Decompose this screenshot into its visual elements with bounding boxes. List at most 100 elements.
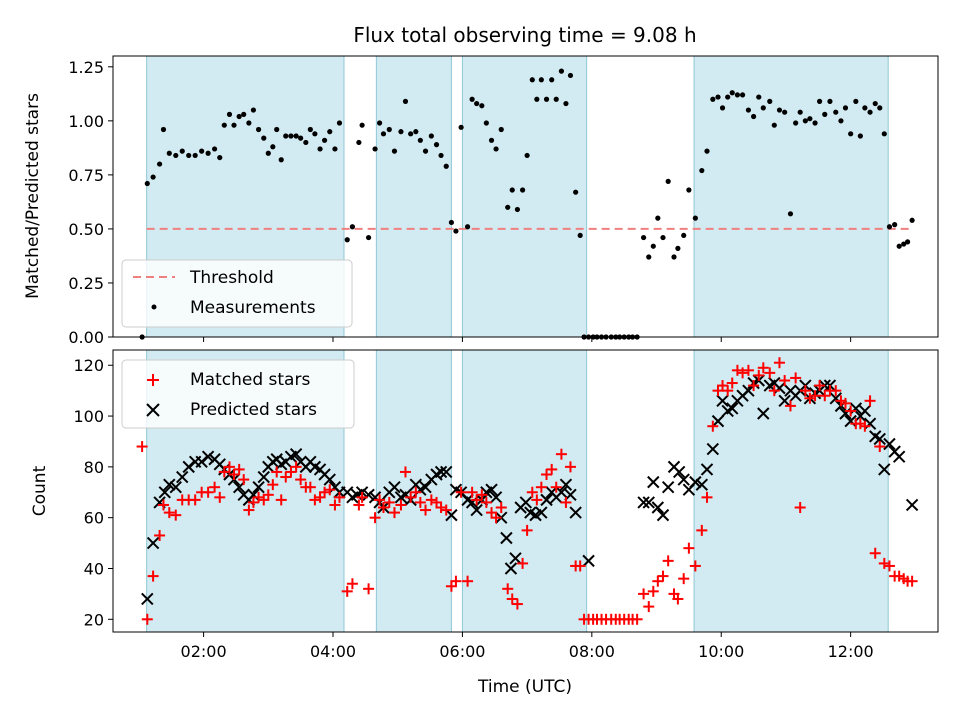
- matched-star-point: [154, 529, 166, 541]
- matched-star-point: [790, 372, 802, 384]
- top-legend: Threshold Measurements: [121, 259, 353, 328]
- matched-star-point: [541, 468, 553, 480]
- y-tick-label: 40: [84, 559, 104, 578]
- measurement-point: [745, 107, 752, 113]
- measurement-point: [857, 133, 863, 139]
- matched-star-point: [466, 486, 478, 498]
- measurement-point: [881, 131, 887, 137]
- measurement-point: [236, 113, 242, 120]
- predicted-star-point: [642, 496, 655, 509]
- measurement-point: [221, 122, 227, 128]
- measurement-point: [822, 111, 828, 117]
- measurement-point: [734, 92, 741, 98]
- bottom-y-axis-label: Count: [30, 465, 50, 516]
- predicted-star-point: [773, 381, 786, 395]
- predicted-star-point: [742, 384, 755, 397]
- measurement-point: [372, 146, 378, 152]
- measurement-point: [838, 118, 844, 124]
- matched-star-point: [768, 385, 780, 397]
- predicted-star-point: [726, 402, 739, 415]
- matched-star-point: [243, 504, 255, 516]
- matched-star-point: [874, 441, 886, 453]
- measurement-point: [877, 105, 883, 111]
- measurement-point: [231, 122, 237, 128]
- predicted-star-point: [141, 592, 154, 606]
- measurement-point: [413, 129, 419, 135]
- y-tick-label: 0.00: [68, 328, 104, 347]
- matched-star-point: [136, 441, 148, 453]
- predicted-star-point: [419, 480, 432, 494]
- measurement-point: [681, 232, 687, 239]
- matched-star-point: [531, 494, 543, 506]
- predicted-star-point: [569, 506, 582, 519]
- measurement-point: [186, 152, 192, 159]
- predicted-star-point: [716, 394, 729, 408]
- y-tick-label: 120: [73, 356, 104, 375]
- measurement-point: [848, 131, 854, 137]
- predicted-star-point: [163, 478, 176, 491]
- matched-star-point: [324, 484, 336, 496]
- predicted-star-point: [169, 480, 182, 494]
- measurement-point: [386, 126, 392, 133]
- measurement-point: [816, 98, 823, 104]
- matched-star-point: [779, 374, 791, 386]
- y-tick-label: 80: [84, 458, 104, 477]
- matched-star-point: [462, 575, 474, 587]
- predicted-star-point: [470, 503, 483, 517]
- x-tick-label: 06:00: [439, 642, 485, 661]
- matched-star-point: [262, 489, 274, 501]
- predicted-star-point: [504, 562, 518, 575]
- matched-star-point: [678, 573, 690, 585]
- predicted-star-point: [434, 465, 448, 479]
- matched-star-point: [883, 560, 895, 572]
- matched-star-point: [804, 392, 816, 404]
- predicted-star-point: [555, 486, 568, 499]
- predicted-star-point: [651, 501, 665, 514]
- measurement-point: [417, 137, 423, 143]
- matched-star-point: [209, 481, 221, 493]
- matched-star-point: [845, 405, 857, 417]
- measurement-point: [398, 129, 404, 135]
- measurement-point: [428, 133, 434, 139]
- matched-star-point: [353, 499, 365, 511]
- matched-star-point: [764, 367, 776, 379]
- matched-star-point: [141, 613, 153, 625]
- top-legend-box: [121, 259, 353, 328]
- matched-star-point: [701, 491, 713, 503]
- measurement-point: [448, 219, 455, 226]
- measurement-point: [853, 98, 859, 104]
- predicted-star-point: [289, 447, 303, 461]
- matched-star-point: [374, 494, 386, 506]
- measurement-point: [812, 120, 818, 126]
- y-tick-label: 100: [73, 407, 104, 426]
- measurement-point: [453, 228, 459, 234]
- predicted-star-point: [863, 417, 877, 430]
- predicted-star-point: [711, 414, 725, 428]
- matched-star-point: [414, 496, 426, 508]
- matched-star-point: [309, 494, 321, 506]
- observing-window: [461, 55, 588, 338]
- matched-stars-points: [136, 357, 918, 625]
- matched-star-point: [214, 491, 226, 503]
- measurement-point: [150, 174, 156, 180]
- matched-star-point: [253, 491, 265, 503]
- matched-star-point: [647, 585, 659, 597]
- matched-star-point: [333, 491, 345, 503]
- bottom-axes-frame: [112, 349, 939, 633]
- matched-star-point: [285, 466, 297, 478]
- measurement-point: [438, 152, 444, 159]
- matched-star-point: [809, 390, 821, 402]
- measurement-point: [380, 131, 387, 137]
- measurement-point: [261, 135, 267, 141]
- measurement-point: [833, 109, 839, 115]
- measurement-point: [655, 215, 661, 221]
- measurement-point: [344, 237, 350, 243]
- measurement-point: [332, 146, 338, 152]
- matched-star-point: [490, 512, 502, 524]
- predicted-star-point: [700, 463, 714, 476]
- y-tick-label: 1.00: [68, 112, 104, 131]
- predicted-star-point: [445, 508, 458, 522]
- predicted-star-point: [757, 407, 770, 420]
- matched-star-point: [435, 502, 447, 514]
